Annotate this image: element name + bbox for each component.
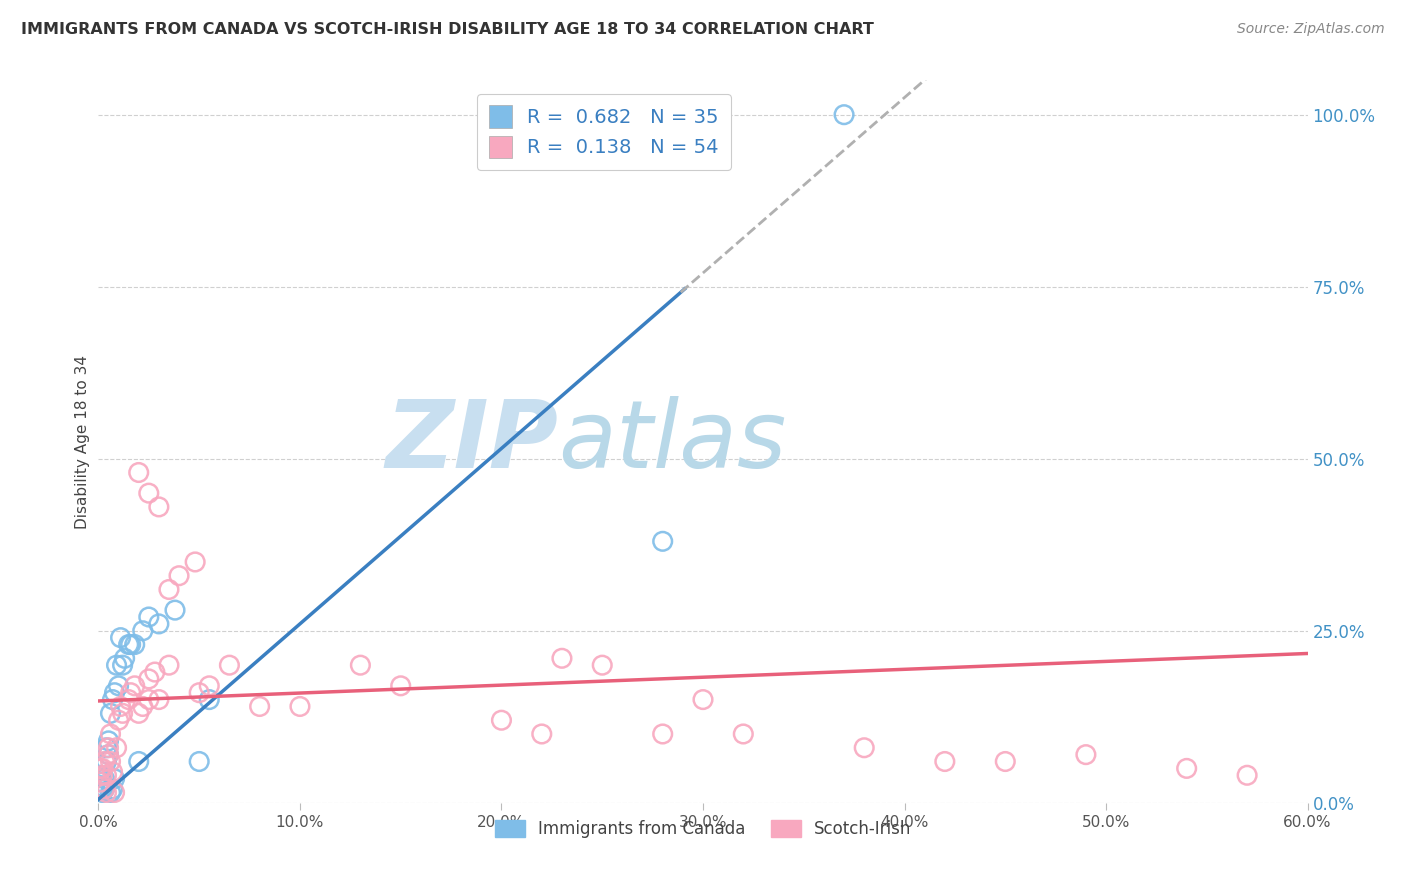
Point: [105, 740, 128, 755]
Point: [1236, 768, 1258, 782]
Point: [692, 692, 714, 706]
Point: [551, 651, 574, 665]
Point: [218, 658, 240, 673]
Point: [138, 486, 160, 500]
Point: [91, 782, 114, 797]
Point: [651, 727, 673, 741]
Point: [1175, 761, 1198, 775]
Point: [132, 699, 155, 714]
Point: [733, 727, 755, 741]
Point: [148, 500, 170, 514]
Point: [184, 555, 207, 569]
Point: [101, 782, 124, 797]
Text: ZIP: ZIP: [385, 395, 558, 488]
Point: [138, 610, 160, 624]
Point: [124, 679, 146, 693]
Point: [832, 108, 855, 122]
Point: [114, 651, 136, 665]
Point: [96, 740, 118, 755]
Point: [110, 631, 132, 645]
Point: [132, 624, 155, 638]
Point: [97, 747, 120, 762]
Point: [249, 699, 271, 714]
Point: [111, 658, 134, 673]
Point: [118, 638, 141, 652]
Point: [103, 772, 125, 786]
Point: [1074, 747, 1097, 762]
Point: [93, 782, 115, 797]
Point: [111, 706, 134, 721]
Point: [103, 686, 125, 700]
Point: [651, 534, 673, 549]
Point: [148, 692, 170, 706]
Point: [118, 692, 141, 706]
Point: [96, 785, 118, 799]
Point: [97, 734, 120, 748]
Text: Source: ZipAtlas.com: Source: ZipAtlas.com: [1237, 22, 1385, 37]
Point: [93, 782, 115, 797]
Point: [101, 764, 124, 779]
Point: [188, 755, 211, 769]
Point: [96, 768, 118, 782]
Point: [89, 761, 111, 775]
Point: [91, 768, 114, 782]
Point: [89, 779, 111, 793]
Point: [148, 616, 170, 631]
Point: [101, 692, 124, 706]
Point: [188, 686, 211, 700]
Point: [143, 665, 166, 679]
Point: [530, 727, 553, 741]
Point: [93, 755, 115, 769]
Point: [120, 686, 142, 700]
Point: [167, 568, 190, 582]
Point: [97, 740, 120, 755]
Point: [491, 713, 513, 727]
Point: [853, 740, 876, 755]
Point: [138, 672, 160, 686]
Legend: Immigrants from Canada, Scotch-Irish: Immigrants from Canada, Scotch-Irish: [488, 814, 918, 845]
Point: [89, 775, 111, 789]
Point: [97, 747, 120, 762]
Point: [157, 658, 180, 673]
Point: [100, 706, 122, 721]
Point: [128, 755, 150, 769]
Point: [124, 638, 146, 652]
Point: [107, 713, 129, 727]
Point: [934, 755, 956, 769]
Point: [120, 638, 142, 652]
Point: [89, 782, 111, 797]
Point: [198, 679, 221, 693]
Point: [100, 755, 122, 769]
Point: [107, 679, 129, 693]
Point: [93, 772, 115, 786]
Point: [110, 699, 132, 714]
Point: [389, 679, 412, 693]
Point: [89, 768, 111, 782]
Point: [100, 785, 122, 799]
Text: atlas: atlas: [558, 396, 786, 487]
Point: [128, 706, 150, 721]
Point: [96, 755, 118, 769]
Point: [163, 603, 186, 617]
Point: [591, 658, 613, 673]
Point: [138, 692, 160, 706]
Point: [157, 582, 180, 597]
Point: [103, 785, 125, 799]
Point: [349, 658, 371, 673]
Point: [91, 775, 114, 789]
Point: [198, 692, 221, 706]
Y-axis label: Disability Age 18 to 34: Disability Age 18 to 34: [75, 354, 90, 529]
Point: [105, 658, 128, 673]
Point: [100, 727, 122, 741]
Point: [128, 466, 150, 480]
Point: [288, 699, 311, 714]
Text: IMMIGRANTS FROM CANADA VS SCOTCH-IRISH DISABILITY AGE 18 TO 34 CORRELATION CHART: IMMIGRANTS FROM CANADA VS SCOTCH-IRISH D…: [21, 22, 875, 37]
Point: [91, 761, 114, 775]
Point: [994, 755, 1017, 769]
Point: [91, 785, 114, 799]
